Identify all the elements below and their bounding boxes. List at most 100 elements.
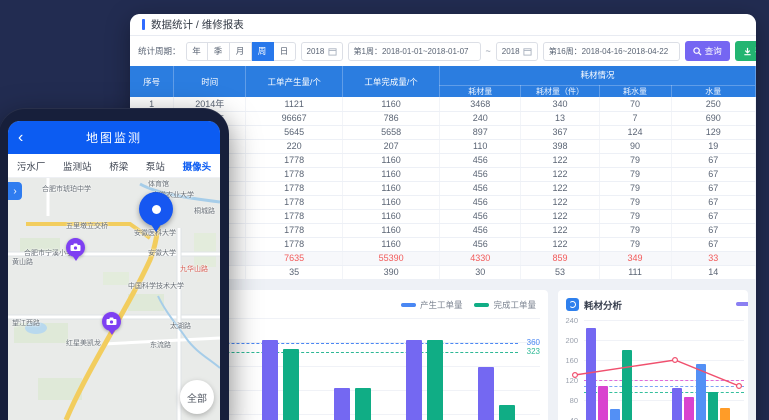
bar-material <box>672 387 682 420</box>
week-end-input[interactable]: 第16周：2018-04-16~2018-04-22 <box>542 41 680 61</box>
selected-location-marker[interactable] <box>139 192 173 232</box>
tab-泵站[interactable]: 泵站 <box>145 161 165 173</box>
map-label: 九华山路 <box>180 266 208 273</box>
table-cell: 220 <box>245 139 344 154</box>
back-button[interactable]: ‹ <box>18 128 24 146</box>
period-option-周[interactable]: 周 <box>251 41 274 61</box>
col-header-generated: 工单产生量/个 <box>245 66 344 97</box>
table-row: 1 2014年 1121 1160 3468 340 70 250 <box>130 97 756 112</box>
table-cell: 79 <box>599 223 672 238</box>
table-cell: 67 <box>671 237 756 252</box>
tab-桥梁[interactable]: 桥梁 <box>109 161 129 173</box>
table-cell: 67 <box>671 195 756 210</box>
camera-marker[interactable] <box>102 312 121 335</box>
year-start-select[interactable]: 2018 <box>300 41 343 61</box>
tab-监测站[interactable]: 监测站 <box>63 161 92 173</box>
y-axis-tick: 200 <box>565 335 578 345</box>
table-cell: 67 <box>671 209 756 224</box>
show-all-button[interactable]: 全部 <box>180 380 214 414</box>
table-cell: 7 <box>599 111 672 126</box>
table-cell: 124 <box>599 125 672 140</box>
map-label: 望江西路 <box>12 320 40 327</box>
materials-chart-card: 耗材分析 240 200 160 120 80 40 <box>558 289 748 420</box>
breadcrumb: 数据统计 / 维修报表 <box>151 19 244 31</box>
gridline <box>584 399 744 401</box>
bar-material <box>684 396 694 420</box>
week-start-input[interactable]: 第1周：2018-01-01~2018-01-07 <box>347 41 481 61</box>
map-expander-button[interactable]: › <box>8 182 22 200</box>
col-header-materials-group: 耗材情况 <box>439 66 756 85</box>
table-cell: 1160 <box>342 223 441 238</box>
table-cell: 35 <box>245 265 344 280</box>
tab-摄像头[interactable]: 摄像头 <box>182 161 212 173</box>
tab-污水厂[interactable]: 污水厂 <box>16 161 46 173</box>
bar-产生工单量 <box>406 339 422 420</box>
legend-swatch <box>400 302 416 307</box>
table-cell: 456 <box>439 167 522 182</box>
average-line-label: 360 <box>526 337 540 347</box>
table-cell: 79 <box>599 167 672 182</box>
table-cell: 53 <box>520 265 600 280</box>
table-cell: 79 <box>599 237 672 252</box>
map-view[interactable]: 合肥市琥珀中学 体育馆安徽农业大学桐城路五里墩立交桥安徽医科大学合肥市宁溪小学 安徽… <box>8 178 220 420</box>
filter-bar: 统计周期： 年季月周日 2018 第1周：2018-01-01~2018-01-… <box>130 36 756 66</box>
table-cell: 67 <box>671 223 756 238</box>
y-axis-tick: 160 <box>565 355 578 365</box>
map-label: 黄山路 <box>12 259 33 266</box>
table-cell: 79 <box>599 181 672 196</box>
y-axis-tick: 240 <box>565 315 578 325</box>
camera-icon <box>70 243 81 251</box>
table-cell: 1778 <box>245 153 344 168</box>
legend-item: 完成工单量 <box>474 299 536 311</box>
table-cell: 110 <box>439 139 522 154</box>
table-cell: 1160 <box>342 181 441 196</box>
map-label: 合肥市宁溪小学 <box>24 250 73 257</box>
average-line <box>584 385 744 387</box>
bar-material <box>598 385 608 420</box>
y-axis-tick: 40 <box>569 415 578 420</box>
period-option-月[interactable]: 月 <box>229 41 252 61</box>
table-cell: 79 <box>599 209 672 224</box>
phone-screen: ‹ 地图监测 污水厂 监测站 桥梁 泵站 摄像头 <box>8 121 220 420</box>
export-excel-button[interactable]: 导出Excel <box>734 41 756 61</box>
bar-material <box>622 349 632 420</box>
table-cell: 90 <box>599 139 672 154</box>
app-header: ‹ 地图监测 <box>8 121 220 154</box>
download-icon <box>744 47 751 55</box>
period-option-季[interactable]: 季 <box>207 41 230 61</box>
materials-legend-swatch <box>736 301 748 306</box>
table-cell: 1160 <box>342 153 441 168</box>
table-cell: 390 <box>342 265 441 280</box>
table-cell: 67 <box>671 181 756 196</box>
query-button[interactable]: 查询 <box>684 41 730 61</box>
table-cell: 456 <box>439 195 522 210</box>
camera-marker[interactable] <box>66 238 85 261</box>
table-cell: 1778 <box>245 237 344 252</box>
table-cell: 122 <box>520 209 600 224</box>
year-end-select[interactable]: 2018 <box>495 41 538 61</box>
location-dot <box>151 204 161 214</box>
period-option-年[interactable]: 年 <box>185 41 208 61</box>
sub-header: 耗材量（件） <box>520 84 600 97</box>
search-icon <box>693 46 702 56</box>
table-cell: 33 <box>671 251 756 266</box>
bar-material <box>610 408 620 420</box>
table-cell: 122 <box>520 153 600 168</box>
map-label: 安徽医科大学 <box>134 228 176 238</box>
bar-material <box>586 327 596 420</box>
bar-产生工单量 <box>334 387 350 420</box>
table-cell: 456 <box>439 153 522 168</box>
table-cell: 897 <box>439 125 522 140</box>
table-cell: 456 <box>439 209 522 224</box>
legend-label: 完成工单量 <box>493 299 536 310</box>
table-cell: 859 <box>520 251 600 266</box>
period-option-日[interactable]: 日 <box>273 41 296 61</box>
table-cell: 1778 <box>245 223 344 238</box>
materials-chart-header: 耗材分析 <box>566 298 622 312</box>
table-cell: 367 <box>520 125 600 140</box>
bar-material <box>708 391 718 420</box>
average-line <box>584 379 744 381</box>
table-cell: 398 <box>520 139 600 154</box>
table-cell: 5658 <box>342 125 441 140</box>
